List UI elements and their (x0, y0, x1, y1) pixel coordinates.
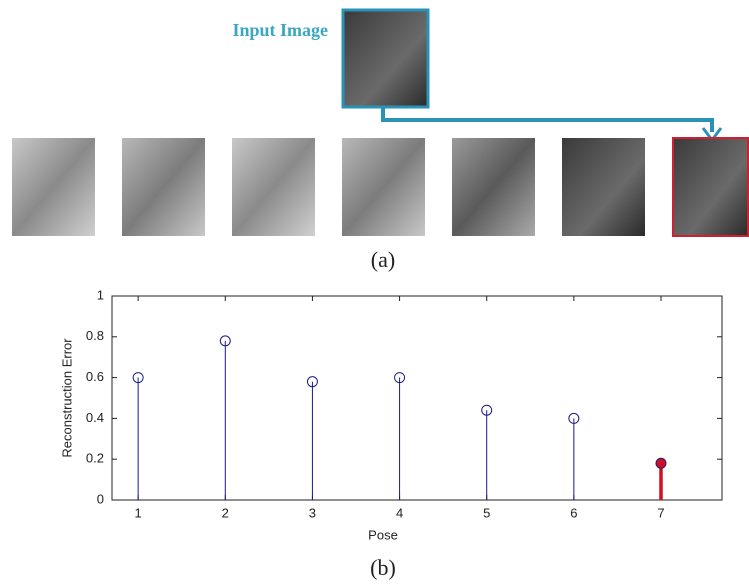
face-image (342, 138, 425, 236)
stem-marker (656, 458, 666, 468)
x-tick-label: 6 (570, 505, 577, 520)
face-image (562, 138, 645, 236)
y-tick-label: 0.4 (86, 410, 104, 425)
face-image (122, 138, 205, 236)
face-image (12, 138, 95, 236)
x-tick-label: 2 (222, 505, 229, 520)
x-tick-label: 4 (396, 505, 403, 520)
y-tick-label: 1 (97, 287, 104, 302)
y-tick-label: 0.8 (86, 328, 104, 343)
y-tick-label: 0.6 (86, 369, 104, 384)
y-axis-label: Reconstruction Error (59, 338, 74, 458)
arrow (383, 107, 712, 132)
x-tick-label: 1 (135, 505, 142, 520)
face-image-selected (673, 138, 748, 236)
face-image (452, 138, 535, 236)
figure: Input Image (a) (b) Pose Reconstruction … (0, 0, 749, 586)
input-image (343, 10, 428, 107)
x-tick-label: 3 (309, 505, 316, 520)
y-tick-label: 0 (97, 491, 104, 506)
x-axis-label: Pose (368, 527, 398, 542)
caption-a: (a) (371, 247, 395, 272)
x-tick-label: 7 (657, 505, 664, 520)
caption-b: (b) (370, 555, 396, 580)
y-tick-label: 0.2 (86, 451, 104, 466)
plot-frame (112, 296, 722, 500)
input-label: Input Image (232, 20, 328, 40)
face-image (232, 138, 315, 236)
x-tick-label: 5 (483, 505, 490, 520)
